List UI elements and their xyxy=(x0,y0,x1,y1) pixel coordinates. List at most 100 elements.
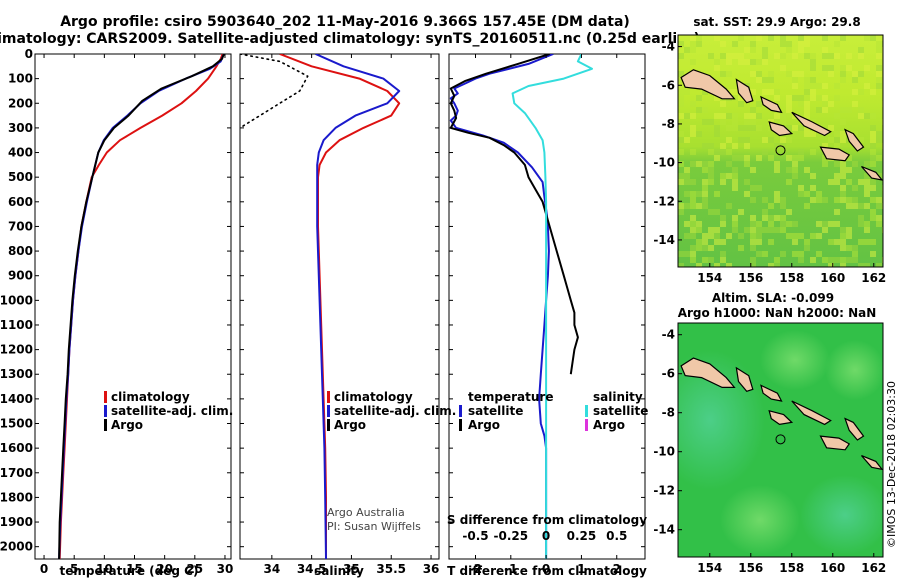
sst-pixel xyxy=(792,155,798,161)
sst-pixel xyxy=(744,161,750,167)
sst-pixel xyxy=(798,41,804,47)
sst-pixel xyxy=(774,215,780,221)
sst-pixel xyxy=(750,59,756,65)
depth-tick-label: 1600 xyxy=(0,441,33,455)
sst-pixel xyxy=(828,101,834,107)
sst-pixel xyxy=(828,179,834,185)
sst-pixels xyxy=(678,35,883,267)
sst-pixel xyxy=(696,263,702,267)
salinity-axes xyxy=(239,53,440,560)
depth-tick-label: 700 xyxy=(8,219,33,233)
difference-legend-temperature: temperature satellite Argo xyxy=(459,390,553,432)
sst-pixel xyxy=(786,125,792,131)
sst-pixel xyxy=(870,113,876,119)
sst-pixel xyxy=(726,263,732,267)
depth-tick-label: 900 xyxy=(8,269,33,283)
sst-pixel xyxy=(822,143,828,149)
legend-t-argo: Argo xyxy=(468,418,500,432)
island-makira xyxy=(861,165,883,181)
legend-t-satellite: satellite xyxy=(468,404,523,418)
legend-s-satellite: satellite xyxy=(593,404,648,418)
depth-tick-label: 0 xyxy=(25,47,33,61)
sst-pixel xyxy=(876,47,882,53)
sst-pixel xyxy=(786,221,792,227)
sst-pixel xyxy=(696,203,702,209)
sst-pixel xyxy=(750,119,756,125)
island-santa-isabel xyxy=(791,400,832,426)
depth-tick-label: 400 xyxy=(8,146,33,160)
sst-pixel xyxy=(864,173,870,179)
sst-pixel xyxy=(756,185,762,191)
sst-map-frame xyxy=(677,34,884,268)
sst-pixel xyxy=(846,53,852,59)
series-temperature-satellite xyxy=(449,54,554,559)
sst-pixel xyxy=(840,233,846,239)
sst-pixel xyxy=(870,239,876,245)
sst-pixel xyxy=(702,203,708,209)
sst-pixel xyxy=(684,221,690,227)
sst-pixel xyxy=(714,209,720,215)
x-tick-label: -2 xyxy=(469,562,482,576)
sst-pixel xyxy=(774,161,780,167)
sst-pixel xyxy=(870,197,876,203)
sst-pixel xyxy=(714,239,720,245)
sst-pixel xyxy=(714,35,720,41)
legend-swatch-satellite xyxy=(327,405,330,417)
depth-tick-label: 1000 xyxy=(0,293,33,307)
sst-pixel xyxy=(822,53,828,59)
sst-pixel xyxy=(828,137,834,143)
sst-pixel xyxy=(732,53,738,59)
sst-pixel xyxy=(678,89,684,95)
depth-tick-labels: 0 100 200 300 400 500 600 700 800 900 1000 1100 1200… xyxy=(0,47,33,554)
sst-pixel xyxy=(810,173,816,179)
sst-pixel xyxy=(792,239,798,245)
sst-pixel xyxy=(750,197,756,203)
sst-pixel xyxy=(762,59,768,65)
sst-pixel xyxy=(834,143,840,149)
sst-pixel xyxy=(702,161,708,167)
sst-pixel xyxy=(732,227,738,233)
secondary-tick-label: -0.25 xyxy=(494,529,529,543)
sst-pixel xyxy=(768,155,774,161)
legend-swatch-t-argo xyxy=(459,419,462,431)
series-salinity-satellite xyxy=(511,54,593,559)
sst-pixel xyxy=(762,209,768,215)
x-tick-label: 1 xyxy=(577,562,585,576)
sst-pixel xyxy=(834,209,840,215)
x-tick-label: 0 xyxy=(542,562,550,576)
sst-pixel xyxy=(714,191,720,197)
sst-pixel xyxy=(852,257,858,263)
x-tick-label: -1 xyxy=(504,562,517,576)
sst-pixel xyxy=(726,125,732,131)
series-argo xyxy=(58,54,225,559)
sst-pixel xyxy=(708,173,714,179)
sst-pixel xyxy=(750,41,756,47)
sst-pixel xyxy=(828,263,834,267)
legend-satellite-adj: satellite-adj. clim. xyxy=(111,404,233,418)
sst-pixel xyxy=(768,263,774,267)
sst-pixel xyxy=(720,119,726,125)
x-tick-label: 20 xyxy=(156,562,173,576)
sst-pixel xyxy=(828,65,834,71)
sst-pixel xyxy=(834,95,840,101)
sst-pixel xyxy=(750,245,756,251)
legend-swatch-climatology xyxy=(327,391,330,403)
sst-pixel xyxy=(780,203,786,209)
sst-pixel xyxy=(822,227,828,233)
sst-pixel xyxy=(750,257,756,263)
temperature-xlabel: temperature (deg C) xyxy=(60,564,199,578)
sst-pixel xyxy=(708,245,714,251)
sst-pixel xyxy=(696,107,702,113)
sst-pixel xyxy=(828,257,834,263)
sst-pixel xyxy=(726,113,732,119)
sst-pixel xyxy=(840,107,846,113)
float-position-marker xyxy=(775,434,786,445)
depth-tick-label: 600 xyxy=(8,195,33,209)
sst-pixel xyxy=(678,137,684,143)
sst-pixel xyxy=(750,185,756,191)
sst-pixel xyxy=(720,251,726,257)
sst-pixel xyxy=(840,263,846,267)
sst-pixel xyxy=(774,95,780,101)
sst-pixel xyxy=(744,227,750,233)
series-satellite-adj-clim xyxy=(58,54,225,559)
